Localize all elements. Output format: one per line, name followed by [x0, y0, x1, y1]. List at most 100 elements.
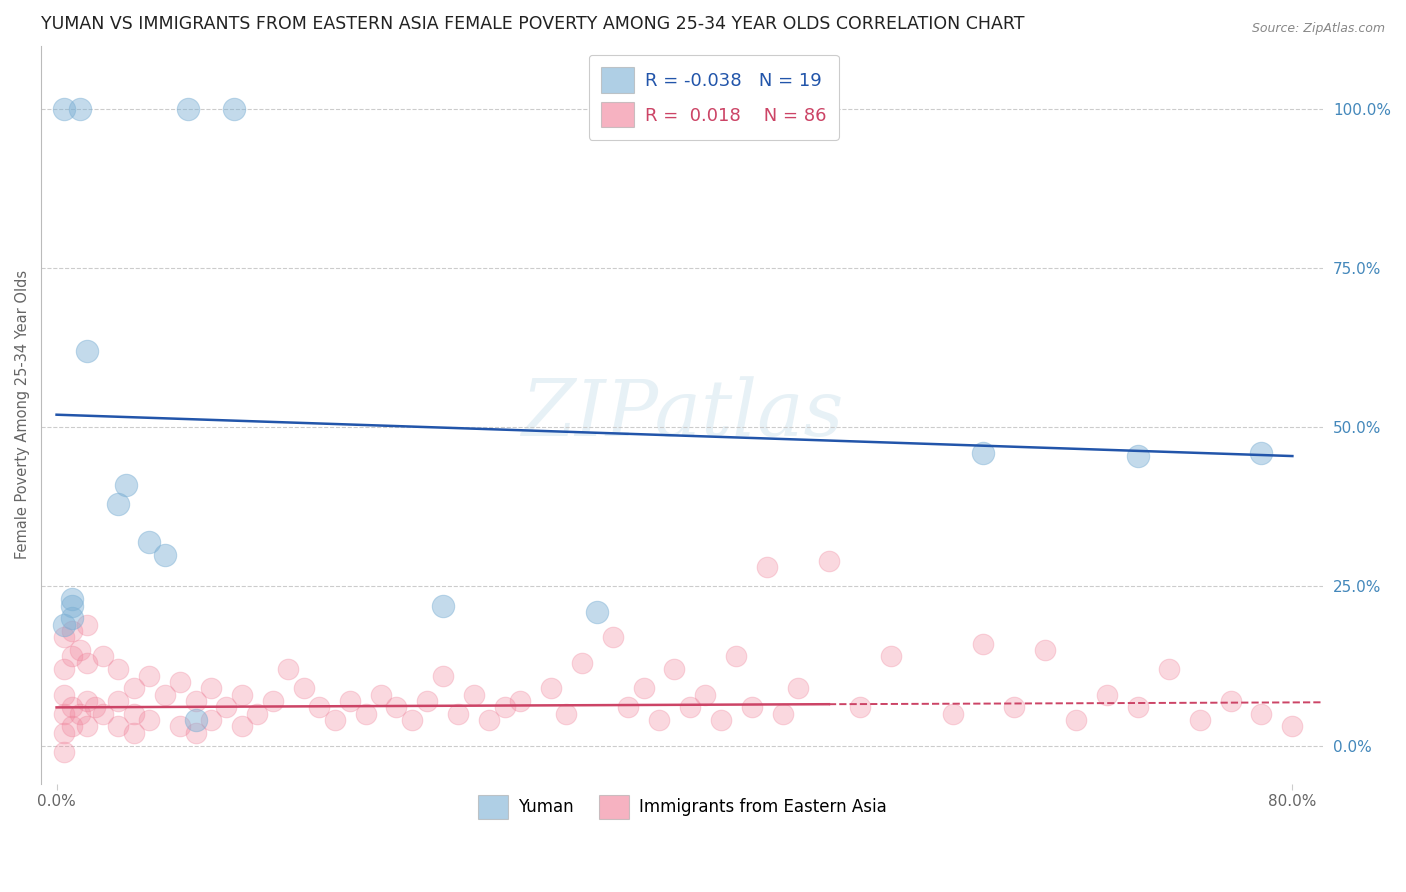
Point	[617, 700, 640, 714]
Point	[323, 713, 346, 727]
Point	[509, 694, 531, 708]
Point	[277, 662, 299, 676]
Point	[184, 694, 207, 708]
Point	[1126, 449, 1149, 463]
Point	[184, 726, 207, 740]
Point	[679, 700, 702, 714]
Point	[60, 649, 83, 664]
Point	[478, 713, 501, 727]
Point	[246, 706, 269, 721]
Point	[1157, 662, 1180, 676]
Point	[53, 688, 76, 702]
Point	[60, 719, 83, 733]
Point	[153, 688, 176, 702]
Point	[1002, 700, 1025, 714]
Point	[60, 624, 83, 638]
Point	[1126, 700, 1149, 714]
Point	[972, 446, 994, 460]
Point	[308, 700, 330, 714]
Point	[84, 700, 107, 714]
Point	[354, 706, 377, 721]
Point	[941, 706, 963, 721]
Point	[849, 700, 872, 714]
Point	[602, 631, 624, 645]
Point	[571, 656, 593, 670]
Point	[401, 713, 423, 727]
Point	[215, 700, 238, 714]
Point	[76, 656, 98, 670]
Point	[60, 599, 83, 613]
Text: YUMAN VS IMMIGRANTS FROM EASTERN ASIA FEMALE POVERTY AMONG 25-34 YEAR OLDS CORRE: YUMAN VS IMMIGRANTS FROM EASTERN ASIA FE…	[41, 15, 1025, 33]
Point	[69, 643, 91, 657]
Point	[177, 103, 200, 117]
Point	[200, 713, 222, 727]
Point	[138, 713, 160, 727]
Point	[138, 668, 160, 682]
Point	[69, 103, 91, 117]
Point	[1188, 713, 1211, 727]
Point	[447, 706, 470, 721]
Point	[231, 688, 253, 702]
Point	[880, 649, 903, 664]
Point	[1219, 694, 1241, 708]
Point	[60, 611, 83, 625]
Point	[76, 344, 98, 359]
Point	[695, 688, 717, 702]
Point	[76, 694, 98, 708]
Point	[725, 649, 748, 664]
Point	[972, 637, 994, 651]
Point	[107, 694, 129, 708]
Point	[633, 681, 655, 696]
Point	[76, 617, 98, 632]
Point	[664, 662, 686, 676]
Point	[463, 688, 485, 702]
Point	[91, 706, 114, 721]
Point	[107, 719, 129, 733]
Point	[169, 719, 191, 733]
Point	[648, 713, 671, 727]
Point	[1033, 643, 1056, 657]
Point	[540, 681, 562, 696]
Point	[76, 719, 98, 733]
Text: ZIPatlas: ZIPatlas	[522, 376, 844, 453]
Point	[53, 103, 76, 117]
Y-axis label: Female Poverty Among 25-34 Year Olds: Female Poverty Among 25-34 Year Olds	[15, 270, 30, 559]
Point	[53, 706, 76, 721]
Point	[586, 605, 609, 619]
Text: Source: ZipAtlas.com: Source: ZipAtlas.com	[1251, 22, 1385, 36]
Point	[200, 681, 222, 696]
Point	[153, 548, 176, 562]
Point	[772, 706, 794, 721]
Point	[91, 649, 114, 664]
Point	[1250, 706, 1272, 721]
Point	[107, 497, 129, 511]
Point	[122, 706, 145, 721]
Point	[339, 694, 361, 708]
Point	[138, 535, 160, 549]
Point	[69, 706, 91, 721]
Point	[1250, 446, 1272, 460]
Point	[107, 662, 129, 676]
Point	[787, 681, 810, 696]
Point	[60, 592, 83, 607]
Point	[385, 700, 408, 714]
Point	[370, 688, 392, 702]
Point	[1064, 713, 1087, 727]
Point	[1281, 719, 1303, 733]
Point	[53, 726, 76, 740]
Point	[741, 700, 763, 714]
Point	[60, 700, 83, 714]
Point	[432, 668, 454, 682]
Point	[292, 681, 315, 696]
Point	[53, 662, 76, 676]
Point	[710, 713, 733, 727]
Point	[115, 477, 138, 491]
Point	[818, 554, 841, 568]
Point	[184, 713, 207, 727]
Point	[169, 674, 191, 689]
Point	[231, 719, 253, 733]
Point	[416, 694, 439, 708]
Point	[53, 745, 76, 759]
Point	[53, 631, 76, 645]
Point	[756, 560, 779, 574]
